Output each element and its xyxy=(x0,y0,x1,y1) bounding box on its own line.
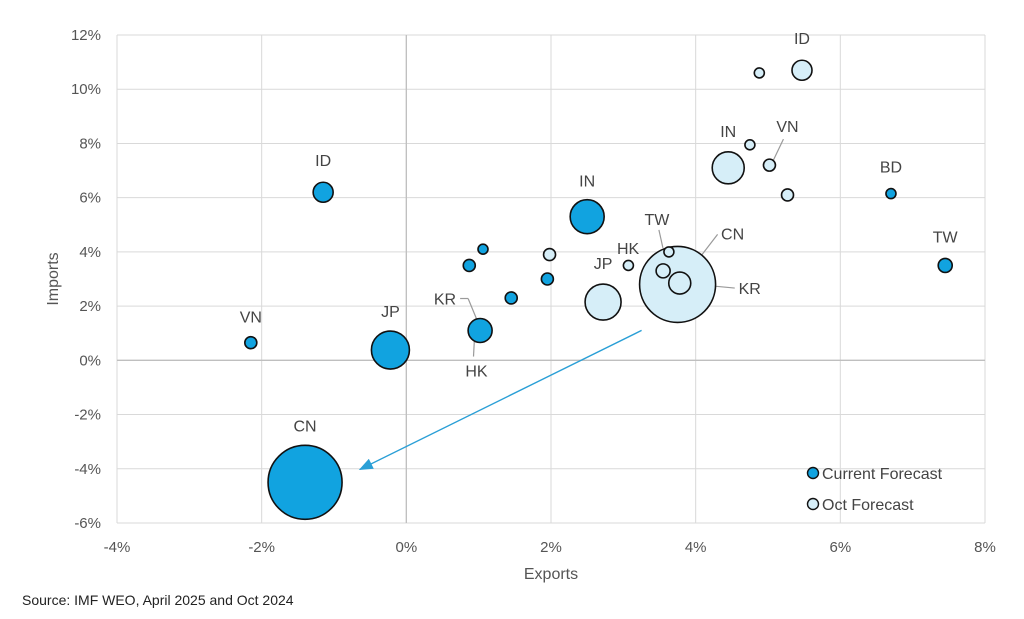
y-tick-label: 12% xyxy=(71,27,101,44)
point-label: IN xyxy=(579,174,595,191)
legend: Current Forecast Oct Forecast xyxy=(806,466,943,514)
y-tick-label: -6% xyxy=(74,515,101,532)
y-tick-label: 6% xyxy=(79,190,101,207)
current-bubble xyxy=(267,444,343,521)
oct-bubble xyxy=(584,283,622,321)
tick-labels: -4% -2% 0% 2% 4% 6% 8%12%10%8%6%4%2%0%-2%-4%-6… xyxy=(71,27,996,556)
oct-bubble xyxy=(655,263,671,279)
y-tick-label: 10% xyxy=(71,81,101,98)
y-tick-label: 8% xyxy=(79,135,101,152)
point-label: HK xyxy=(465,364,488,381)
y-tick-label: 0% xyxy=(79,352,101,369)
y-tick-label: 4% xyxy=(79,244,101,261)
current-bubble xyxy=(569,198,605,235)
x-tick-label: 8% xyxy=(974,539,996,556)
bubbles xyxy=(244,59,954,521)
point-label: KR xyxy=(434,292,456,309)
point-label: TW xyxy=(933,229,959,246)
current-bubble xyxy=(244,335,258,350)
point-label: VN xyxy=(240,310,262,327)
legend-label: Current Forecast xyxy=(822,466,943,483)
current-bubble xyxy=(540,272,555,286)
oct-bubble xyxy=(622,259,635,272)
point-label: HK xyxy=(617,241,640,258)
point-label: IN xyxy=(720,124,736,141)
legend-marker xyxy=(806,466,820,480)
point-label: JP xyxy=(381,304,400,321)
oct-bubble xyxy=(663,246,675,258)
source-note: Source: IMF WEO, April 2025 and Oct 2024 xyxy=(22,592,294,608)
leader-line xyxy=(771,138,784,163)
x-tick-label: 4% xyxy=(685,539,707,556)
point-label: TW xyxy=(644,212,670,229)
oct-bubble xyxy=(744,139,756,151)
oct-bubble xyxy=(667,271,692,295)
current-bubble xyxy=(462,258,477,273)
legend-marker xyxy=(806,497,820,511)
x-axis-title: Exports xyxy=(524,566,578,583)
point-label: CN xyxy=(721,226,744,243)
x-tick-label: -4% xyxy=(104,539,131,556)
current-bubble xyxy=(937,257,954,274)
current-bubble xyxy=(504,291,519,305)
current-bubble xyxy=(312,181,334,204)
current-bubble xyxy=(467,317,493,344)
point-label: BD xyxy=(880,160,902,177)
oct-bubble xyxy=(711,151,746,185)
current-bubble xyxy=(477,243,489,255)
point-label: CN xyxy=(294,418,317,435)
oct-bubble xyxy=(780,188,795,202)
point-label: ID xyxy=(794,31,810,48)
x-tick-label: 2% xyxy=(540,539,562,556)
cn-shift-arrow xyxy=(358,329,642,470)
oct-bubble xyxy=(762,158,777,172)
x-tick-label: 0% xyxy=(395,539,417,556)
point-label: KR xyxy=(739,281,761,298)
oct-bubble xyxy=(791,59,813,82)
point-label: VN xyxy=(776,119,798,136)
oct-bubble xyxy=(753,67,766,79)
current-bubble xyxy=(885,187,897,200)
y-tick-label: -2% xyxy=(74,407,101,424)
oct-bubble xyxy=(542,247,557,262)
point-label: JP xyxy=(594,256,613,273)
legend-label: Oct Forecast xyxy=(822,497,914,514)
current-bubble xyxy=(370,330,411,370)
x-tick-label: -2% xyxy=(248,539,275,556)
point-label: ID xyxy=(315,153,331,170)
y-axis-title: Imports xyxy=(45,252,62,305)
x-tick-label: 6% xyxy=(829,539,851,556)
leader-line xyxy=(658,229,664,249)
y-tick-label: -4% xyxy=(74,461,101,478)
y-tick-label: 2% xyxy=(79,298,101,315)
zero-axes xyxy=(117,35,985,523)
